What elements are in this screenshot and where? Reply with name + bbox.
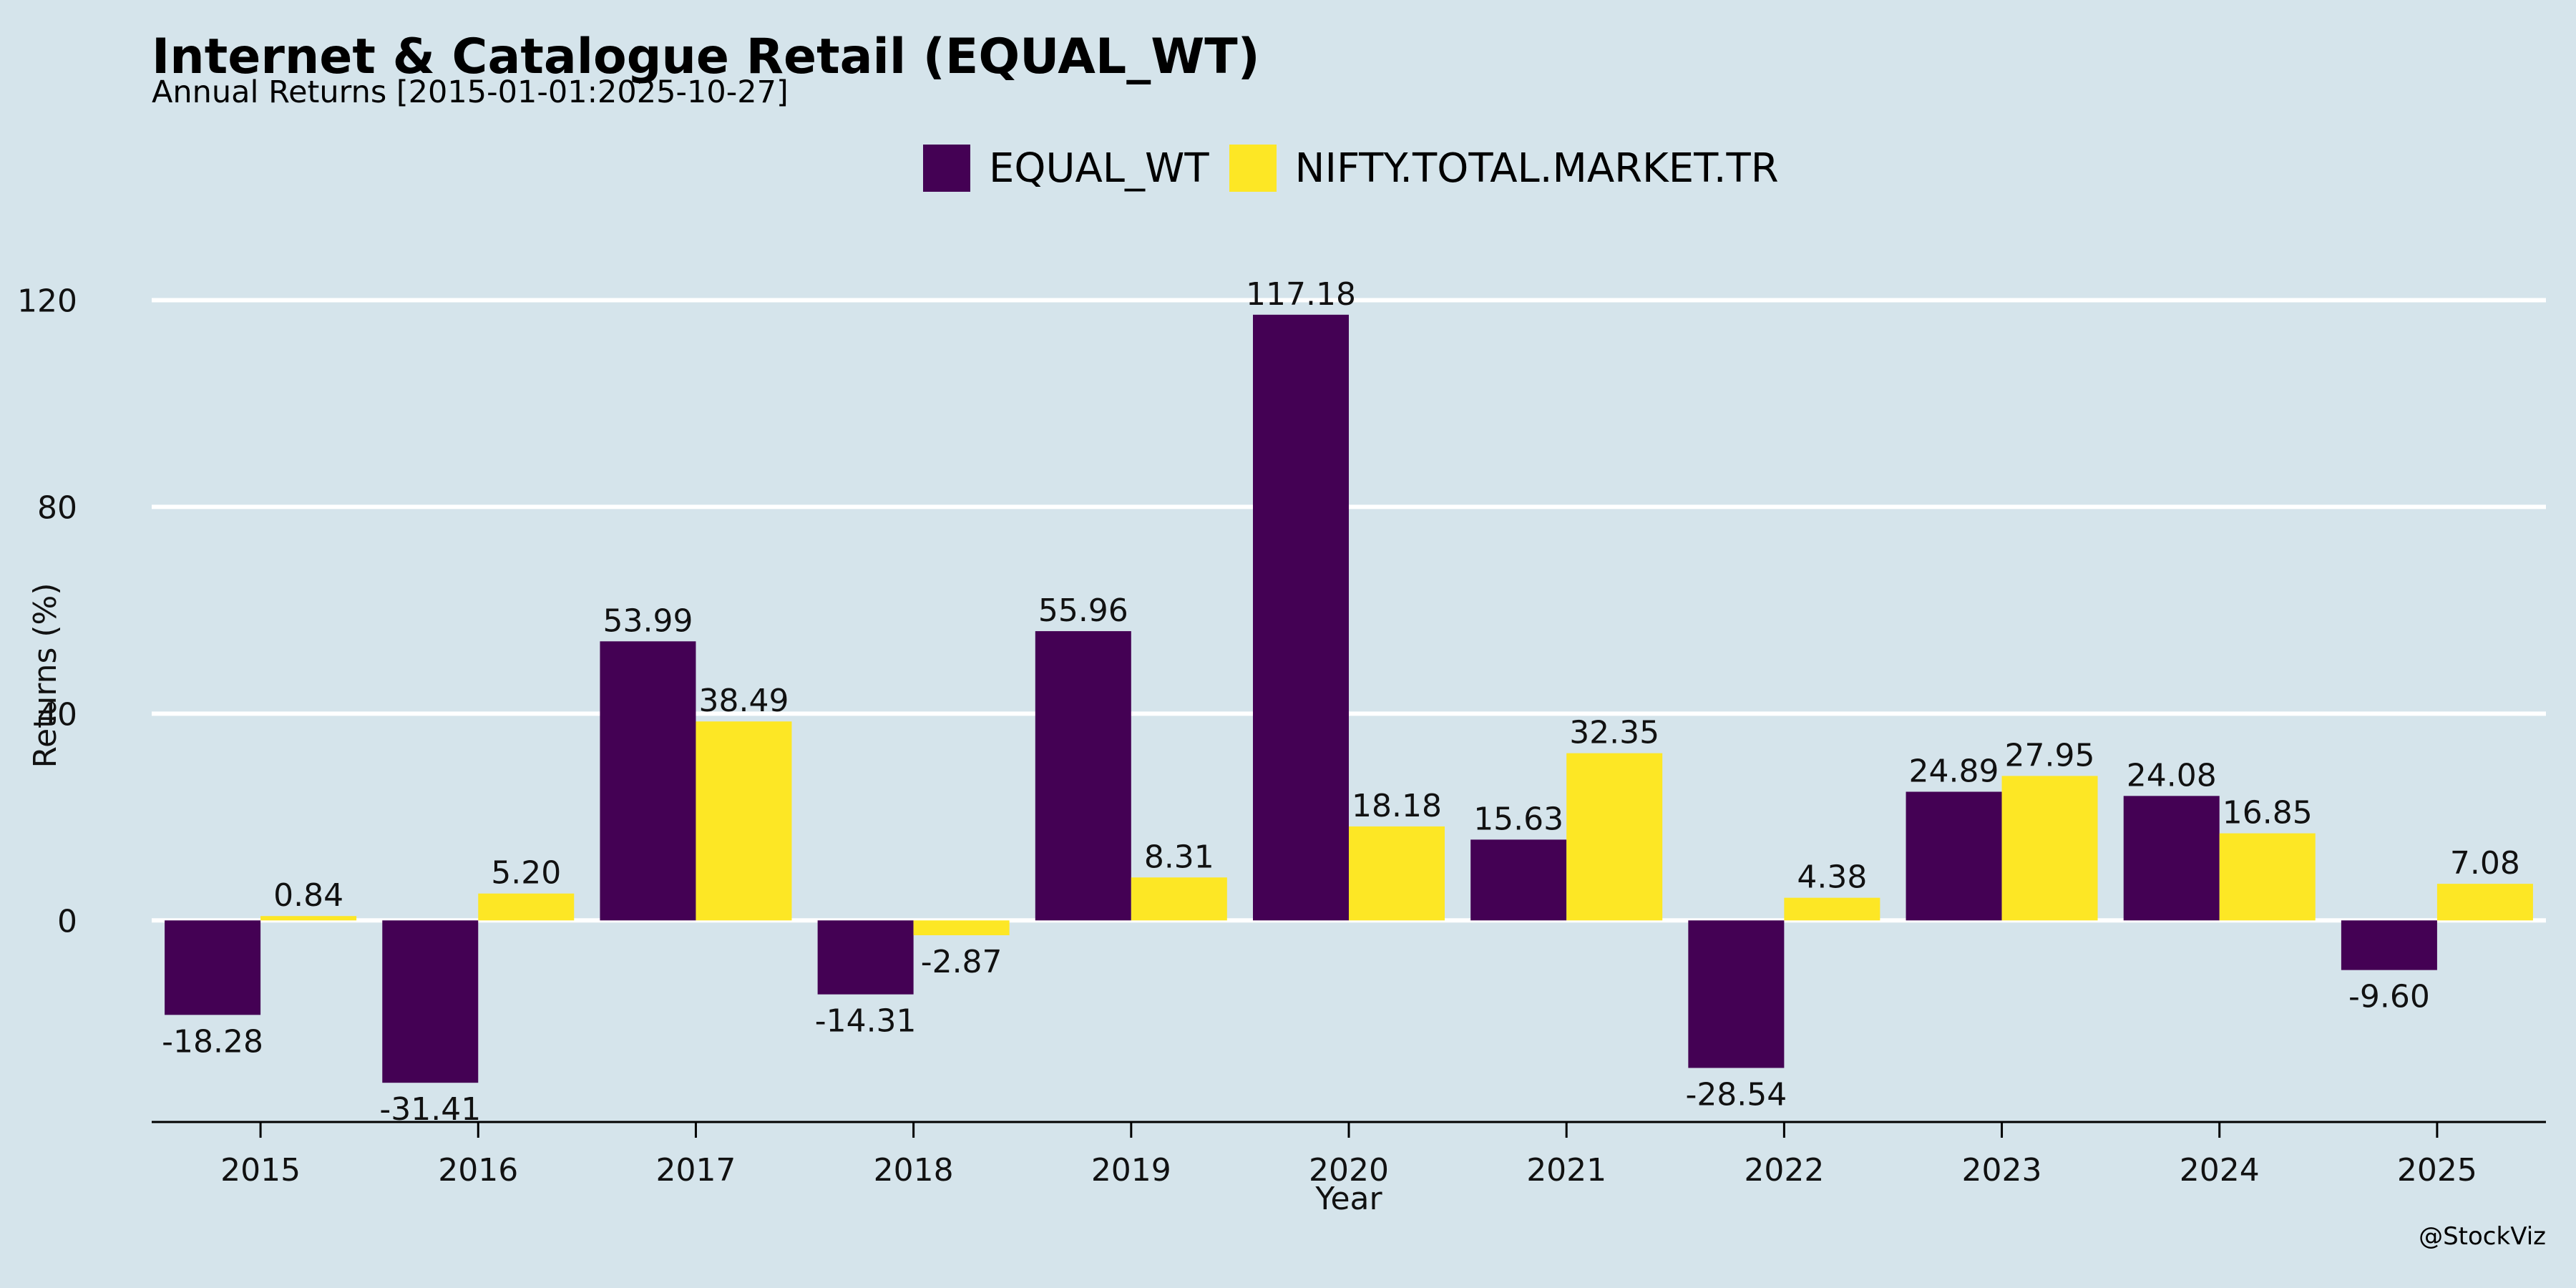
- x-tick-label: 2016: [438, 1152, 518, 1189]
- data-label: 7.08: [2450, 845, 2520, 882]
- bar-nifty-2023: [2001, 776, 2098, 921]
- bar-nifty-2018: [913, 920, 1010, 936]
- x-tick-label: 2022: [1744, 1152, 1824, 1189]
- bars: [165, 314, 2533, 1083]
- bar-nifty-2017: [696, 721, 792, 921]
- data-label: -14.31: [815, 1003, 917, 1040]
- y-tick-label: 0: [57, 903, 77, 940]
- chart-legend: EQUAL_WT NIFTY.TOTAL.MARKET.TR: [923, 143, 1799, 193]
- bar-nifty-2021: [1566, 753, 1663, 921]
- x-tick-label: 2020: [1309, 1152, 1389, 1189]
- bar-equal-wt-2018: [817, 920, 914, 995]
- bar-equal-wt-2019: [1035, 631, 1131, 921]
- data-label: 32.35: [1569, 715, 1659, 751]
- bar-equal-wt-2015: [165, 920, 261, 1015]
- bar-equal-wt-2024: [2123, 796, 2220, 921]
- x-tick-label: 2023: [1962, 1152, 2042, 1189]
- data-label: -18.28: [162, 1023, 263, 1060]
- data-label: 53.99: [602, 602, 693, 639]
- x-tick-label: 2015: [220, 1152, 301, 1189]
- x-tick-label: 2025: [2397, 1152, 2477, 1189]
- bar-equal-wt-2025: [2341, 920, 2437, 970]
- axes: 0 40 80 120 2015 2016 2017 2018 2019 2020 2021 2022…: [17, 283, 2546, 1217]
- bar-nifty-2020: [1349, 826, 1445, 921]
- legend-label-equal-wt: EQUAL_WT: [989, 145, 1209, 192]
- x-tick-label: 2018: [874, 1152, 954, 1189]
- bar-nifty-2024: [2219, 833, 2316, 921]
- data-label: 24.08: [2127, 757, 2217, 794]
- x-tick-label: 2017: [655, 1152, 736, 1189]
- legend-item-nifty: NIFTY.TOTAL.MARKET.TR: [1229, 145, 1779, 192]
- bar-equal-wt-2017: [600, 641, 696, 921]
- data-label: 18.18: [1352, 788, 1442, 824]
- bar-equal-wt-2020: [1253, 314, 1349, 921]
- bar-nifty-2015: [260, 916, 357, 921]
- x-axis-title: Year: [1314, 1181, 1382, 1217]
- y-tick-label: 120: [17, 283, 77, 319]
- chart-subtitle: Annual Returns [2015-01-01:2025-10-27]: [152, 74, 789, 110]
- y-axis-title: Returns (%): [27, 582, 64, 768]
- bar-equal-wt-2022: [1688, 920, 1785, 1068]
- data-label: -2.87: [921, 944, 1002, 980]
- data-label: -28.54: [1685, 1076, 1787, 1113]
- data-labels: -18.280.84-31.415.2053.9938.49-14.31-2.8…: [162, 276, 2520, 1128]
- data-label: -9.60: [2348, 979, 2430, 1015]
- bar-nifty-2022: [1784, 897, 1880, 921]
- bar-equal-wt-2021: [1470, 839, 1567, 921]
- data-label: 8.31: [1144, 839, 1214, 875]
- data-label: 5.20: [491, 855, 561, 892]
- data-label: 16.85: [2223, 795, 2313, 831]
- x-tick-label: 2024: [2180, 1152, 2260, 1189]
- legend-swatch-equal-wt: [923, 145, 970, 192]
- data-label: 24.89: [1909, 753, 1999, 789]
- y-tick-label: 80: [37, 489, 77, 526]
- data-label: 0.84: [273, 877, 343, 914]
- chart-title: Internet & Catalogue Retail (EQUAL_WT): [152, 29, 1260, 85]
- data-label: 55.96: [1038, 592, 1128, 629]
- data-label: 4.38: [1797, 859, 1867, 896]
- bar-nifty-2025: [2436, 884, 2533, 921]
- bar-nifty-2019: [1131, 877, 1227, 921]
- legend-label-nifty: NIFTY.TOTAL.MARKET.TR: [1294, 145, 1779, 192]
- legend-swatch-nifty: [1229, 145, 1277, 192]
- x-tick-label: 2019: [1091, 1152, 1171, 1189]
- data-label: 15.63: [1473, 801, 1563, 837]
- data-label: 117.18: [1246, 276, 1356, 313]
- x-tick-label: 2021: [1526, 1152, 1606, 1189]
- bar-nifty-2016: [478, 893, 575, 921]
- data-label: 27.95: [2005, 737, 2095, 774]
- watermark: @StockViz: [2419, 1222, 2546, 1251]
- legend-item-equal-wt: EQUAL_WT: [923, 145, 1209, 192]
- y-tick-label: 40: [37, 696, 77, 733]
- bar-equal-wt-2016: [382, 920, 479, 1083]
- bar-equal-wt-2023: [1906, 791, 2002, 921]
- data-label: 38.49: [698, 683, 789, 719]
